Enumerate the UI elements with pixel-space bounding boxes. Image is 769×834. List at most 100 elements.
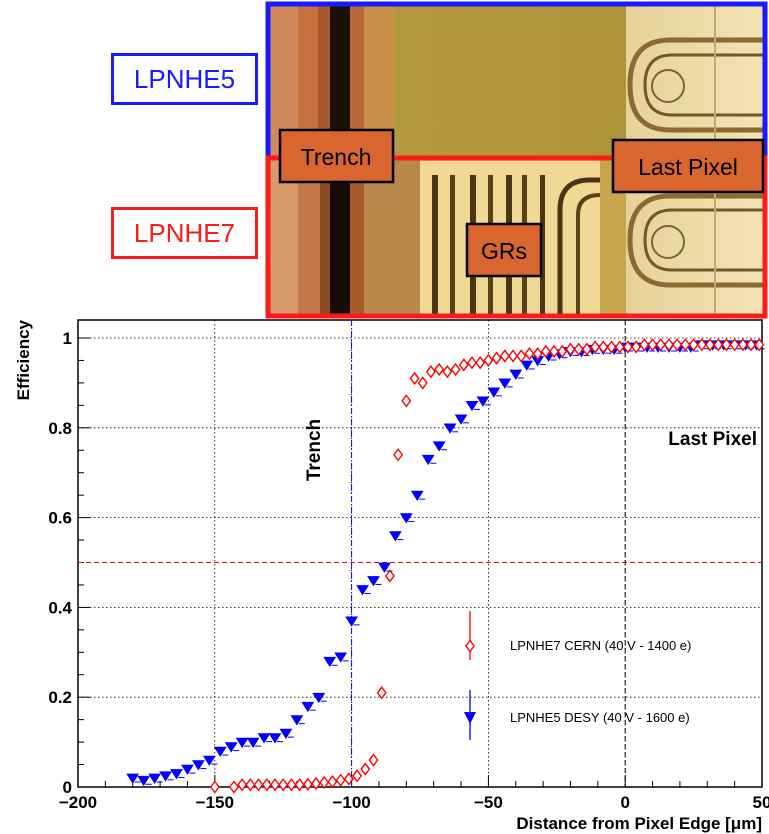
lpnhe7-point [516,349,527,363]
lpnhe7-point [532,347,543,361]
lpnhe5-point [323,656,337,668]
lpnhe5-point [235,737,249,748]
lpnhe7-point [721,338,732,352]
lpnhe5-point [399,513,413,524]
lpnhe7-point [524,347,535,361]
lpnhe5-point [191,760,205,771]
microscope-photo: Trench Last Pixel GRs [265,1,768,319]
legend-lpnhe5-marker [464,712,476,724]
y-tick-label: 0.4 [48,598,72,617]
lpnhe7-point [491,351,502,365]
trench-callout: Trench [278,128,395,184]
lpnhe7-point [352,769,363,783]
lpnhe5-point [421,454,435,466]
lpnhe5-point [432,441,446,452]
top-sample-label: LPNHE5 [111,53,258,105]
lpnhe7-point [376,686,387,700]
lpnhe5-point [443,423,457,434]
y-tick-label: 0.6 [48,509,72,528]
x-axis-title: Distance from Pixel Edge [μm] [516,814,762,833]
lpnhe5-point [520,360,534,371]
lpnhe7-point [228,780,239,794]
lpnhe5-point [126,773,140,784]
y-tick-label: 0.8 [48,419,72,438]
y-axis-title: Efficiency [14,319,33,400]
guard-rings-callout: GRs [465,222,543,278]
lpnhe7-point [319,775,330,790]
x-tick-label: −50 [474,793,503,812]
lpnhe7-point [409,371,420,386]
lpnhe7-point [311,776,322,791]
lpnhe7-point [360,762,371,776]
x-tick-label: 50 [753,793,769,812]
lpnhe7-point [598,340,609,354]
lpnhe5-point [378,562,391,573]
lpnhe7-point [508,349,519,363]
lpnhe7-point [540,344,551,359]
lpnhe7-point [483,353,494,368]
lpnhe7-point [261,778,272,792]
lpnhe7-point [401,394,412,408]
y-tick-label: 0.2 [48,688,72,707]
lpnhe5-point [454,414,468,425]
lpnhe7-point [639,338,650,352]
lpnhe7-point [655,338,666,352]
lpnhe7-point [705,338,716,352]
lpnhe7-point [466,356,477,370]
lpnhe5-point [334,652,348,663]
lpnhe5-point [388,531,402,542]
y-tick-label: 1 [63,329,72,348]
last-pixel-annotation: Last Pixel [668,429,757,450]
lpnhe5-point [301,701,315,713]
lpnhe5-point [246,737,260,748]
lpnhe7-point [590,340,601,354]
lpnhe5-point [476,396,490,407]
lpnhe5-point [224,742,238,753]
lpnhe5-point [137,775,151,787]
lpnhe5-point [268,733,282,744]
lpnhe5-point [290,715,304,726]
lpnhe7-point [253,778,264,792]
lpnhe7-point [663,338,674,352]
lpnhe5-point [159,771,172,782]
lpnhe5-point [213,746,227,757]
lpnhe7-point [549,344,560,359]
lpnhe7-point [417,376,428,390]
bottom-sample-frame [265,155,768,319]
lpnhe7-point [335,773,346,787]
lpnhe7-point [442,365,453,379]
bottom-sample-label: LPNHE7 [111,207,258,259]
x-tick-label: 0 [620,793,629,812]
top-sample-photo [268,5,766,157]
lpnhe7-point [450,362,461,377]
lpnhe7-point [606,340,617,354]
lpnhe7-point [614,340,625,354]
legend-lpnhe5-label: LPNHE5 DESY (40 V - 1600 e) [510,710,690,725]
lpnhe5-point [279,728,293,740]
lpnhe5-point [410,490,424,502]
lpnhe5-point [202,755,216,766]
lpnhe7-point [384,569,395,583]
lpnhe7-point [458,358,469,372]
lpnhe7-point [647,338,658,352]
lpnhe7-point [754,338,765,352]
lpnhe7-point [622,340,633,354]
lpnhe7-point [565,342,576,356]
lpnhe7-point [581,342,592,356]
lpnhe5-point [312,692,326,704]
trench-callout-text: Trench [301,144,372,170]
lpnhe7-point [286,778,297,792]
y-tick-label: 0 [63,778,72,797]
lpnhe5-point [257,733,271,744]
lpnhe7-point [631,340,642,354]
lpnhe5-point [356,585,369,596]
lpnhe7-point [557,344,568,359]
lpnhe7-point [294,778,305,792]
lpnhe7-point [343,772,354,786]
guard-rings-callout-text: GRs [481,238,527,264]
plot-frame [77,319,763,788]
lpnhe7-point [499,349,510,363]
trench-annotation: Trench [304,419,325,481]
lpnhe5-point [498,378,512,389]
